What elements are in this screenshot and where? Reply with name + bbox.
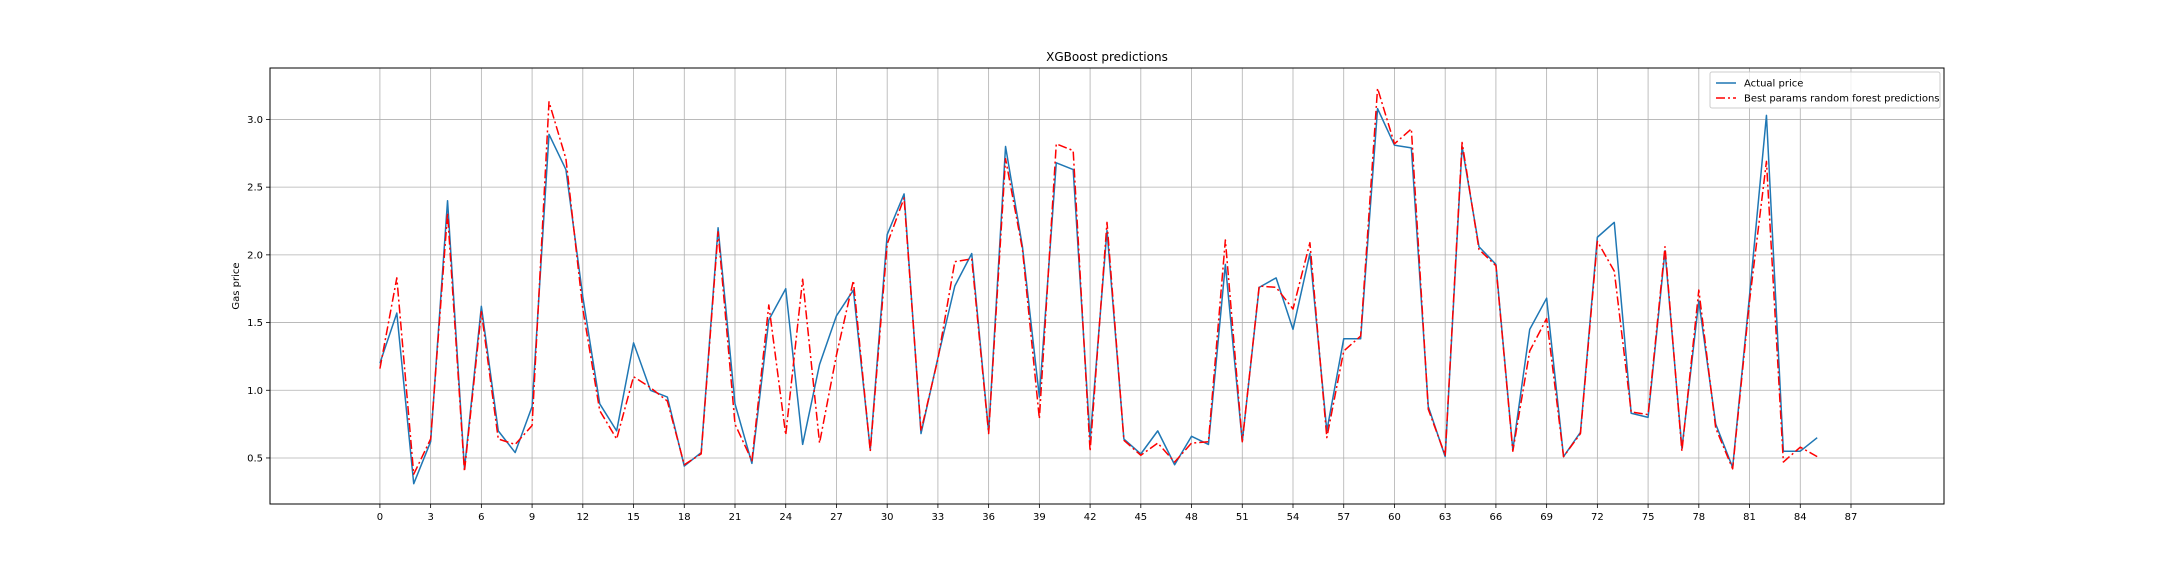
y-tick-label: 1.0 [247, 386, 263, 397]
ticks: 0 3 6 9 12 15 18 21 24 27 30 33 36 39 42 45 48 51 54 57 60 63… [247, 115, 1857, 523]
x-tick-label: 9 [529, 512, 535, 523]
x-tick-label: 33 [932, 512, 945, 523]
x-tick-label: 57 [1337, 512, 1350, 523]
y-tick-label: 3.0 [247, 115, 263, 126]
x-tick-label: 45 [1134, 512, 1147, 523]
series-layer [379, 87, 1818, 485]
chart-title: XGBoost predictions [1046, 50, 1168, 64]
grid [270, 68, 1944, 504]
y-tick-label: 2.0 [247, 250, 263, 261]
x-tick-label: 63 [1439, 512, 1452, 523]
x-tick-label: 39 [1033, 512, 1046, 523]
x-tick-label: 87 [1845, 512, 1858, 523]
x-tick-label: 60 [1388, 512, 1401, 523]
x-tick-label: 0 [377, 512, 383, 523]
y-tick-label: 2.5 [247, 183, 263, 194]
x-tick-label: 21 [729, 512, 742, 523]
x-tick-label: 27 [830, 512, 843, 523]
x-tick-label: 69 [1540, 512, 1553, 523]
x-tick-label: 75 [1642, 512, 1655, 523]
x-tick-label: 78 [1692, 512, 1705, 523]
legend-label-actual-price: Actual price [1744, 79, 1803, 90]
plot-frame [269, 67, 1945, 505]
legend-label-predictions: Best params random forest predictions [1744, 94, 1940, 105]
x-tick-label: 12 [576, 512, 589, 523]
x-tick-label: 36 [982, 512, 995, 523]
x-tick-label: 54 [1287, 512, 1300, 523]
x-tick-label: 72 [1591, 512, 1604, 523]
legend-box [1709, 71, 1941, 109]
x-tick-label: 66 [1490, 512, 1503, 523]
series-line-predictions [379, 87, 1818, 475]
y-axis-label: Gas price [231, 262, 242, 309]
y-tick-label: 0.5 [247, 453, 263, 464]
x-tick-label: 15 [627, 512, 640, 523]
x-tick-label: 84 [1794, 512, 1807, 523]
x-tick-label: 24 [779, 512, 792, 523]
x-tick-label: 51 [1236, 512, 1249, 523]
x-tick-label: 48 [1185, 512, 1198, 523]
legend: Actual price Best params random forest p… [1709, 71, 1941, 109]
x-tick-label: 18 [678, 512, 691, 523]
x-tick-label: 42 [1084, 512, 1097, 523]
x-tick-label: 6 [478, 512, 484, 523]
x-tick-label: 30 [881, 512, 894, 523]
y-tick-label: 1.5 [247, 318, 263, 329]
x-tick-label: 81 [1743, 512, 1756, 523]
x-tick-label: 3 [427, 512, 433, 523]
